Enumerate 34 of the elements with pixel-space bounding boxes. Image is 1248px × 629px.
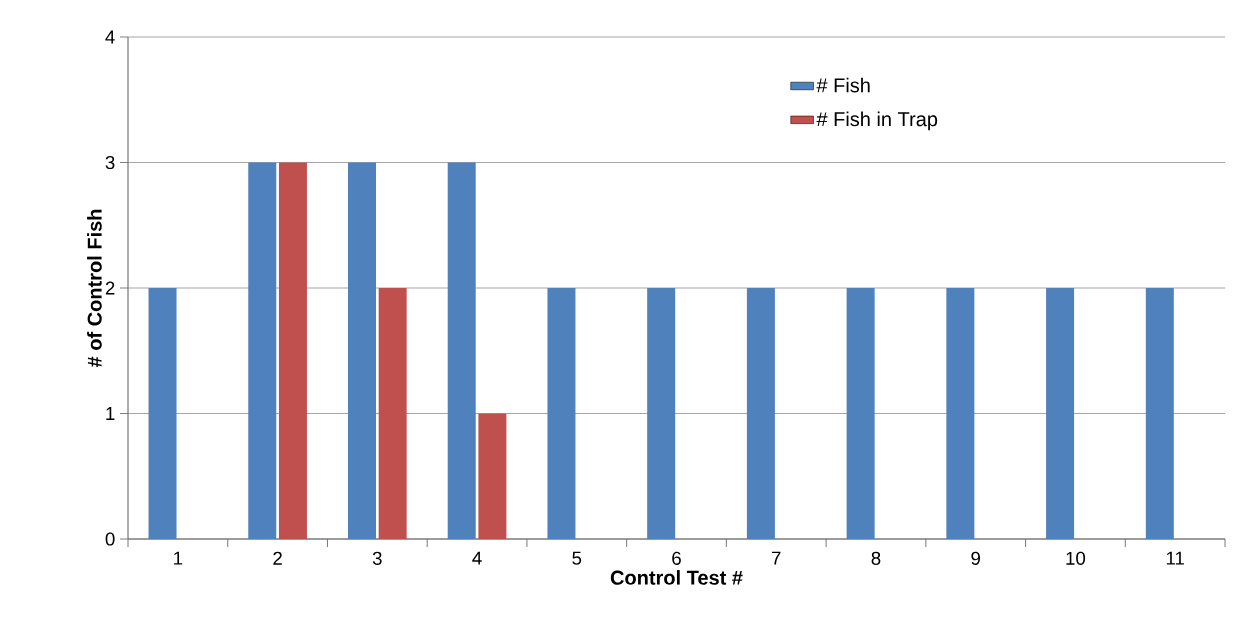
x-tick-label: 9 xyxy=(971,551,980,565)
y-axis-title: # of Control Fish xyxy=(87,209,102,368)
x-tick-label: 3 xyxy=(372,551,382,565)
bar xyxy=(347,162,376,539)
x-tick-label: 6 xyxy=(672,551,681,565)
legend-label: # Fish xyxy=(816,77,870,93)
x-tick-label: 2 xyxy=(273,551,282,565)
bar xyxy=(447,162,476,539)
bar xyxy=(148,288,177,539)
legend-label: # Fish in Trap xyxy=(816,111,938,131)
x-tick-label: 1 xyxy=(174,551,183,565)
x-tick-label: 8 xyxy=(871,551,881,565)
bar xyxy=(278,162,307,539)
bar xyxy=(478,413,507,539)
y-tick-label: 0 xyxy=(105,532,115,546)
bar xyxy=(846,288,875,539)
x-tick-label: 11 xyxy=(1166,551,1184,565)
bar xyxy=(746,288,775,539)
bar xyxy=(378,288,407,539)
y-tick-label: 2 xyxy=(105,281,115,295)
bar xyxy=(248,162,277,539)
x-tick-label: 10 xyxy=(1066,551,1086,565)
x-tick-label: 5 xyxy=(572,551,582,565)
x-axis-title: Control Test # xyxy=(610,570,743,585)
y-tick-label: 4 xyxy=(105,30,115,44)
bar xyxy=(1145,288,1174,539)
y-tick-label: 1 xyxy=(106,407,115,420)
x-tick-label: 4 xyxy=(472,551,482,565)
x-tick-label: 7 xyxy=(772,551,781,565)
bar xyxy=(647,288,676,539)
bar xyxy=(1046,288,1075,539)
bar xyxy=(946,288,975,539)
bar xyxy=(547,288,576,539)
y-tick-label: 3 xyxy=(105,155,115,170)
